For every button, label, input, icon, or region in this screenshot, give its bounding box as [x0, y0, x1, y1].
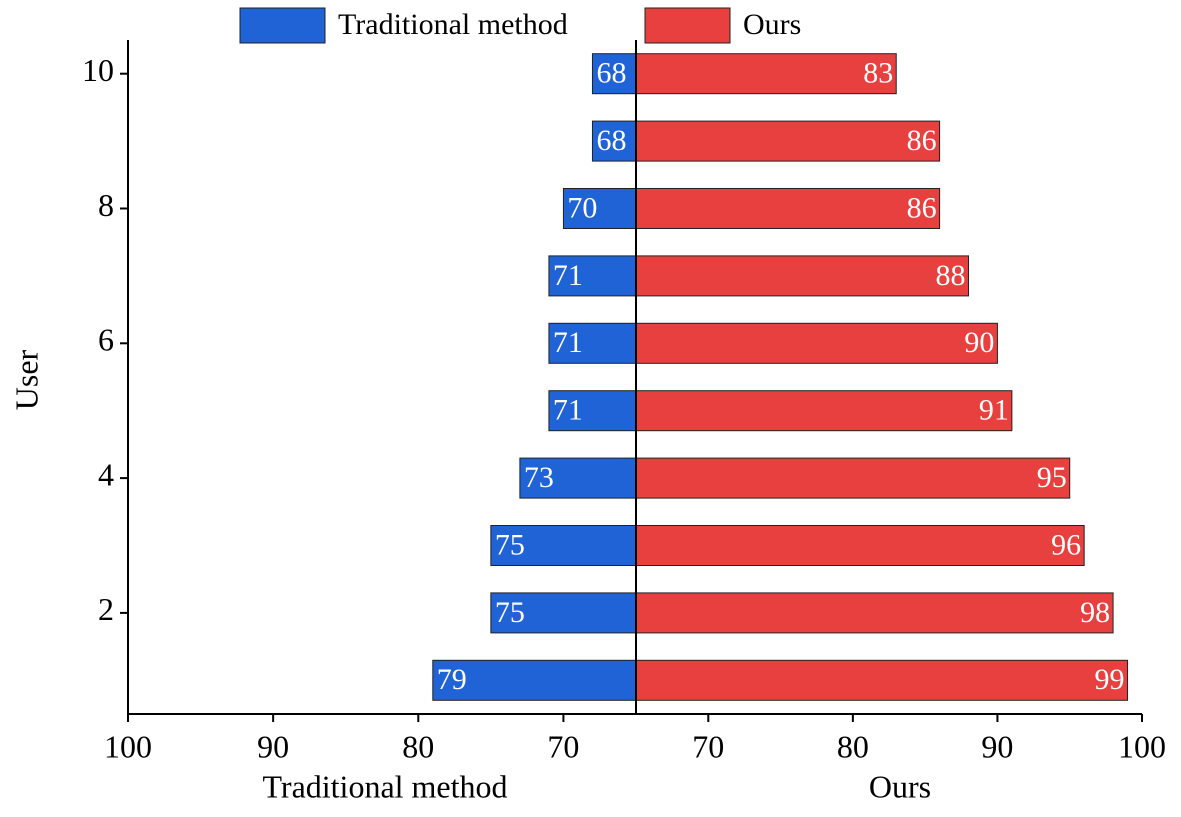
value-label: 75	[495, 596, 525, 629]
value-label: 75	[495, 528, 525, 561]
x-tick-label: 100	[104, 728, 152, 764]
y-axis-title: User	[8, 349, 44, 410]
legend-label: Ours	[743, 8, 801, 41]
x2-tick-label: 70	[692, 728, 724, 764]
bar	[591, 120, 637, 162]
x-tick-label: 90	[257, 728, 289, 764]
value-label: 91	[979, 394, 1009, 427]
x2-tick-label: 100	[1118, 728, 1166, 764]
value-label: 73	[524, 461, 554, 494]
legend-swatch	[644, 7, 731, 44]
bar	[635, 592, 1114, 634]
y-tick-label: 8	[98, 187, 114, 223]
bar	[635, 659, 1129, 701]
y-tick-label: 6	[98, 322, 114, 358]
bar	[591, 53, 637, 95]
bar	[490, 592, 637, 634]
y-tick-label: 10	[82, 52, 114, 88]
value-label: 98	[1080, 596, 1110, 629]
bar	[548, 390, 637, 432]
y-tick-label: 4	[98, 456, 114, 492]
bar	[635, 457, 1071, 499]
bar	[635, 390, 1013, 432]
x-tick-label: 80	[402, 728, 434, 764]
bar	[635, 120, 941, 162]
bar	[548, 322, 637, 364]
x2-tick-label: 80	[837, 728, 869, 764]
value-label: 70	[567, 191, 597, 224]
value-label: 83	[863, 57, 893, 90]
value-label: 86	[907, 191, 937, 224]
value-label: 79	[437, 663, 467, 696]
value-label: 68	[596, 124, 626, 157]
value-label: 86	[907, 124, 937, 157]
value-label: 71	[553, 394, 583, 427]
value-label: 90	[964, 326, 994, 359]
value-label: 71	[553, 259, 583, 292]
value-label: 71	[553, 326, 583, 359]
y-tick-label: 2	[98, 591, 114, 627]
legend-swatch	[239, 7, 326, 44]
x-tick-label: 70	[547, 728, 579, 764]
x2-axis-title: Ours	[869, 768, 931, 804]
bar	[635, 53, 897, 95]
value-label: 88	[936, 259, 966, 292]
x-axis-title: Traditional method	[262, 768, 507, 804]
bar	[548, 255, 637, 297]
bar	[635, 188, 941, 229]
bar	[635, 255, 970, 297]
value-label: 95	[1037, 461, 1067, 494]
value-label: 68	[596, 57, 626, 90]
bar	[635, 525, 1085, 566]
legend-label: Traditional method	[338, 8, 568, 41]
bar	[635, 322, 998, 364]
value-label: 96	[1051, 528, 1081, 561]
bar	[490, 525, 637, 566]
bar	[432, 659, 637, 701]
value-label: 99	[1095, 663, 1125, 696]
x2-tick-label: 90	[981, 728, 1013, 764]
bar	[562, 188, 637, 229]
